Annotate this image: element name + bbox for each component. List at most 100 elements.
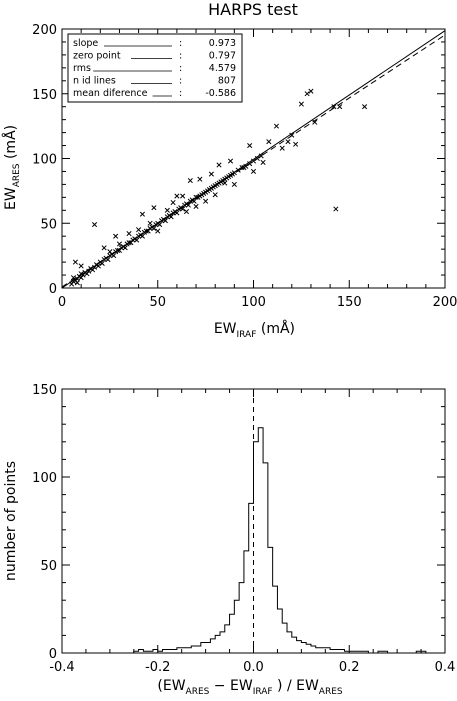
data-point — [122, 245, 128, 251]
data-point — [183, 209, 190, 215]
histogram-bin — [273, 586, 278, 653]
histogram-bin — [325, 648, 330, 653]
histogram-bin — [215, 635, 220, 653]
stat-value: 0.797 — [209, 51, 236, 62]
histogram-bin — [177, 648, 182, 653]
histogram-bin — [297, 641, 302, 653]
histogram-bin — [172, 649, 177, 653]
data-point — [239, 165, 245, 171]
histogram-bin — [306, 644, 311, 653]
data-point — [164, 207, 170, 213]
histogram-bin — [316, 648, 321, 653]
stat-colon: : — [179, 51, 182, 62]
histogram-bin — [206, 642, 211, 653]
histogram-outline — [62, 427, 445, 654]
stat-colon: : — [179, 76, 182, 87]
data-point — [197, 176, 203, 182]
data-point — [126, 231, 132, 237]
data-point — [312, 119, 318, 125]
stat-label: slope — [73, 38, 98, 49]
histogram-bin — [191, 646, 196, 653]
stat-label: rms — [73, 63, 91, 74]
histogram-bin — [182, 648, 187, 653]
data-point — [247, 142, 253, 149]
data-point — [258, 153, 264, 159]
histogram-bin — [340, 649, 345, 653]
stat-colon: : — [179, 63, 182, 74]
data-point — [126, 240, 132, 246]
data-point — [331, 104, 337, 110]
data-point — [116, 241, 123, 247]
x-tick-label: 0 — [58, 295, 66, 310]
histogram-bin — [292, 637, 297, 653]
scatter-points — [69, 88, 368, 287]
stat-value: -0.586 — [205, 88, 236, 99]
data-point — [193, 194, 199, 200]
data-point — [231, 170, 237, 176]
stat-label: mean diference — [73, 88, 148, 99]
data-point — [304, 91, 310, 97]
stat-label: n id lines — [73, 76, 116, 87]
histogram-bin — [239, 583, 244, 653]
histogram-bin — [335, 649, 340, 653]
x-tick-label: 100 — [241, 295, 266, 310]
stat-value: 807 — [218, 76, 236, 87]
histogram-bin — [167, 649, 172, 653]
histogram-bin — [230, 614, 235, 653]
data-point — [147, 220, 153, 226]
data-point — [241, 165, 247, 171]
stat-colon: : — [179, 38, 182, 49]
data-point — [99, 260, 105, 266]
data-point — [337, 104, 343, 110]
data-point — [74, 280, 80, 286]
data-point — [180, 193, 186, 199]
y-tick-label: 150 — [32, 383, 57, 398]
x-tick-label: 50 — [149, 295, 166, 310]
data-point — [187, 177, 193, 184]
histogram-bin — [234, 600, 239, 653]
data-point — [139, 211, 145, 217]
histogram-axis-ticks: -0.4 -0.2 0.0 0.2 0.4 0 50 100 150 — [32, 383, 455, 675]
data-point — [113, 233, 119, 239]
data-point — [254, 155, 260, 162]
x-tick-label: 150 — [337, 295, 362, 310]
data-point — [151, 225, 157, 231]
data-point — [212, 192, 218, 198]
histogram-bin — [163, 649, 168, 653]
histogram-bin — [196, 646, 201, 653]
histogram-bin — [258, 428, 263, 653]
x-tick-label: 0.4 — [435, 660, 456, 675]
histogram-bin — [282, 623, 287, 653]
histogram-bin — [330, 649, 335, 653]
data-point — [174, 210, 180, 216]
data-point — [227, 158, 234, 164]
data-point — [136, 227, 142, 233]
data-point — [285, 139, 291, 145]
histogram-bin — [249, 503, 254, 653]
data-point — [250, 158, 257, 164]
data-point — [101, 245, 107, 251]
histogram-bin — [220, 632, 225, 653]
stat-value: 0.973 — [209, 38, 236, 49]
data-point — [279, 145, 285, 151]
histogram-bin — [254, 442, 259, 653]
data-point — [273, 123, 280, 129]
x-tick-label: -0.4 — [49, 660, 74, 675]
data-point — [143, 228, 149, 234]
data-point — [151, 205, 157, 211]
data-point — [208, 171, 214, 177]
histogram-xlabel: (EWARES − EWIRAF ) / EWARES — [157, 678, 343, 697]
scatter-ylabel: EWARES (mÅ) — [2, 125, 22, 210]
data-point — [231, 181, 237, 187]
data-point — [105, 256, 111, 263]
data-point — [134, 237, 140, 243]
histogram-ylabel: number of points — [3, 461, 19, 581]
stat-value: 4.579 — [209, 63, 236, 74]
histogram-bin — [210, 639, 215, 653]
data-point — [78, 263, 84, 269]
data-point — [266, 139, 272, 145]
data-point — [308, 88, 314, 94]
chart-title: HARPS test — [208, 0, 298, 19]
data-point — [216, 162, 222, 168]
data-point — [107, 249, 113, 255]
